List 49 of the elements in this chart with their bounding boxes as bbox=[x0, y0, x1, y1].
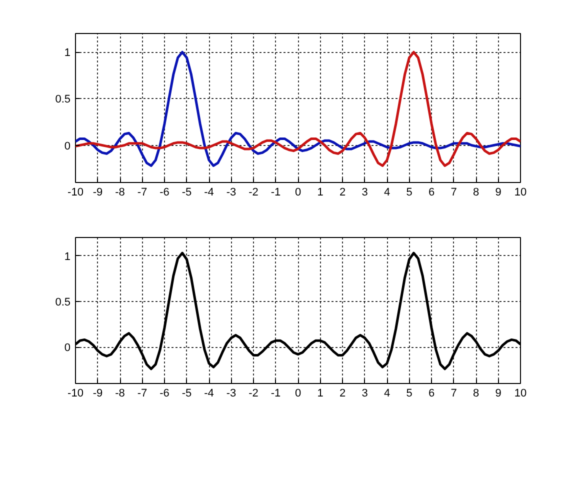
x-tick-label: 1 bbox=[317, 186, 324, 198]
x-tick-label: -5 bbox=[182, 186, 192, 198]
x-tick-label: -10 bbox=[68, 388, 84, 400]
x-tick-label: 4 bbox=[384, 388, 390, 400]
x-tick-label: 7 bbox=[450, 388, 457, 400]
y-tick-label: 0.5 bbox=[55, 94, 71, 106]
x-tick-label: 5 bbox=[406, 388, 412, 400]
x-tick-label: 0 bbox=[294, 186, 302, 198]
x-tick-label: -1 bbox=[270, 388, 281, 400]
x-tick-label: -7 bbox=[137, 388, 148, 400]
x-tick-label: -4 bbox=[204, 388, 214, 400]
y-tick-label: 0.5 bbox=[55, 296, 71, 308]
x-tick-label: -2 bbox=[248, 186, 258, 198]
x-tick-label: 8 bbox=[472, 388, 480, 400]
x-tick-label: -4 bbox=[204, 186, 214, 198]
x-tick-label: -2 bbox=[248, 388, 258, 400]
x-tick-label: -9 bbox=[92, 186, 103, 198]
x-tick-label: 6 bbox=[428, 186, 435, 198]
x-tick-label: 7 bbox=[450, 186, 457, 198]
line-series bbox=[76, 50, 520, 167]
x-tick-label: -8 bbox=[115, 186, 125, 198]
y-tick-label: 1 bbox=[64, 250, 71, 263]
x-tick-label: 0 bbox=[294, 388, 302, 400]
x-tick-label: -3 bbox=[226, 186, 236, 198]
x-tick-label: -6 bbox=[160, 186, 170, 198]
x-tick-label: 9 bbox=[495, 186, 502, 198]
y-tick-label: 0 bbox=[64, 342, 71, 354]
x-tick-label: 3 bbox=[362, 186, 368, 198]
x-tick-label: -1 bbox=[270, 186, 281, 198]
x-tick-label: 5 bbox=[406, 186, 412, 198]
x-tick-label: 1 bbox=[317, 388, 324, 400]
x-tick-label: 4 bbox=[384, 186, 390, 198]
x-tick-label: 2 bbox=[339, 388, 346, 400]
x-tick-label: -5 bbox=[182, 388, 192, 400]
x-tick-label: -6 bbox=[160, 388, 170, 400]
x-tick-label: 6 bbox=[428, 388, 435, 400]
x-tick-label: -3 bbox=[226, 388, 236, 400]
x-tick-label: 10 bbox=[514, 388, 527, 400]
x-tick-label: 9 bbox=[495, 388, 502, 400]
x-tick-label: -10 bbox=[68, 186, 84, 198]
y-tick-label: 1 bbox=[64, 47, 71, 60]
x-tick-label: 8 bbox=[472, 186, 480, 198]
x-tick-label: -7 bbox=[137, 186, 148, 198]
y-tick-label: 0 bbox=[64, 140, 71, 152]
x-tick-label: -9 bbox=[92, 388, 103, 400]
x-tick-label: -8 bbox=[115, 388, 125, 400]
x-tick-label: 3 bbox=[362, 388, 368, 400]
x-tick-label: 2 bbox=[339, 186, 346, 198]
x-tick-label: 10 bbox=[514, 186, 527, 198]
